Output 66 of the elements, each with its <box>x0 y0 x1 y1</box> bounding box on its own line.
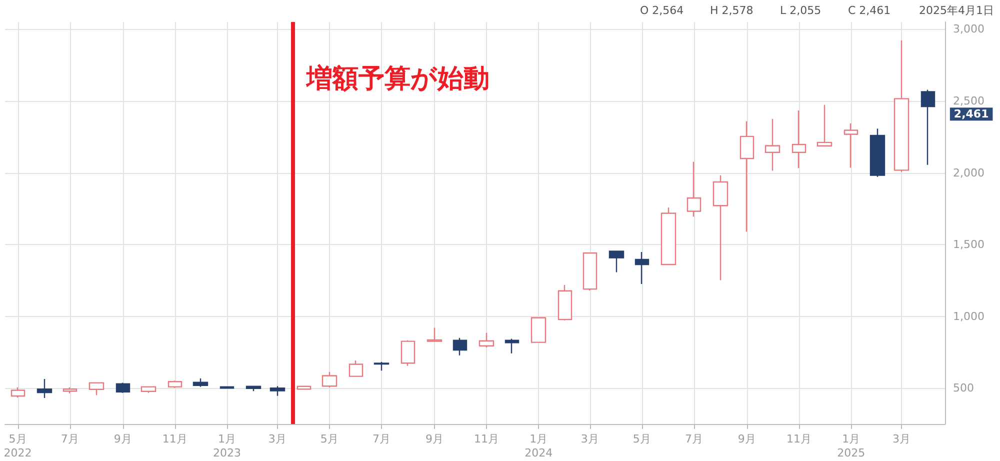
candlestick <box>36 378 52 399</box>
candlestick <box>220 386 234 389</box>
candlestick <box>816 104 832 146</box>
candlestick <box>792 110 806 169</box>
candlestick <box>504 338 520 354</box>
x-tick-label: 9月 <box>114 432 132 446</box>
text: C 2,461 <box>848 4 891 17</box>
text: L 2,055 <box>780 4 822 17</box>
candlestick <box>764 118 780 172</box>
candlestick <box>140 386 156 394</box>
candlestick <box>740 120 754 232</box>
candlestick <box>116 382 130 394</box>
x-tick-label: 5月 <box>632 432 651 446</box>
candlestick <box>400 340 416 366</box>
y-tick-label: 2,500 <box>953 94 984 108</box>
text: O 2,564 <box>640 4 684 17</box>
x-tick-label: 1月 2023 <box>212 432 241 460</box>
x-tick-label: 3月 <box>892 432 910 446</box>
x-tick-label: 7月 <box>684 432 703 446</box>
x-tick-label: 7月 <box>60 432 79 446</box>
y-tick-label: 2,000 <box>953 166 984 180</box>
candlestick <box>582 252 598 292</box>
candlestick <box>894 40 910 172</box>
ref-line-label: 増額予算が始動 <box>306 63 490 94</box>
x-tick-label: 5月 <box>320 432 338 446</box>
candlestick <box>686 161 702 218</box>
x-tick-label: 3月 <box>580 432 599 446</box>
candlestick <box>426 327 442 342</box>
x-tick-label: 7月 <box>372 432 391 446</box>
candlestick <box>478 332 494 348</box>
candlestick <box>10 386 26 398</box>
x-tick-label: 11月 <box>474 432 500 446</box>
candlestick <box>374 361 390 372</box>
candlestick <box>920 89 936 166</box>
y-tick-label: 1,000 <box>953 310 984 323</box>
y-tick-label: 500 <box>953 382 974 395</box>
x-tick-label: 11月 <box>162 432 188 446</box>
candlestick <box>192 378 208 388</box>
x-tick-label: 9月 <box>425 432 444 446</box>
x-tick-label: 11月 <box>786 432 812 446</box>
candlestick <box>452 337 468 356</box>
candlestick <box>88 382 104 396</box>
y-tick-label: 3,000 <box>953 22 984 36</box>
x-tick-label: 5月 2022 <box>4 432 32 460</box>
candlestick <box>712 174 728 281</box>
candlestick <box>870 128 886 178</box>
annotation: 2,461 <box>954 108 989 121</box>
candlestick <box>168 380 182 388</box>
candlestick <box>270 385 286 396</box>
x-tick-label: 3月 <box>268 432 286 446</box>
x-tick-label: 1月 2024 <box>524 432 553 460</box>
candlestick <box>634 251 650 285</box>
text: H 2,578 <box>710 4 754 17</box>
y-tick-label: 1,500 <box>953 238 984 252</box>
text: 2025年4月1日 <box>919 4 994 17</box>
candlestick <box>844 122 858 168</box>
candlestick <box>558 284 572 321</box>
candlestick <box>246 385 262 392</box>
candlestick <box>660 206 676 266</box>
candlestick <box>322 371 338 388</box>
candlestick <box>530 317 546 344</box>
x-tick-label: 9月 <box>738 432 756 446</box>
candlestick <box>62 386 78 394</box>
candlestick <box>348 360 364 378</box>
candlestick <box>608 250 624 273</box>
x-tick-label: 1月 2025 <box>837 432 866 460</box>
